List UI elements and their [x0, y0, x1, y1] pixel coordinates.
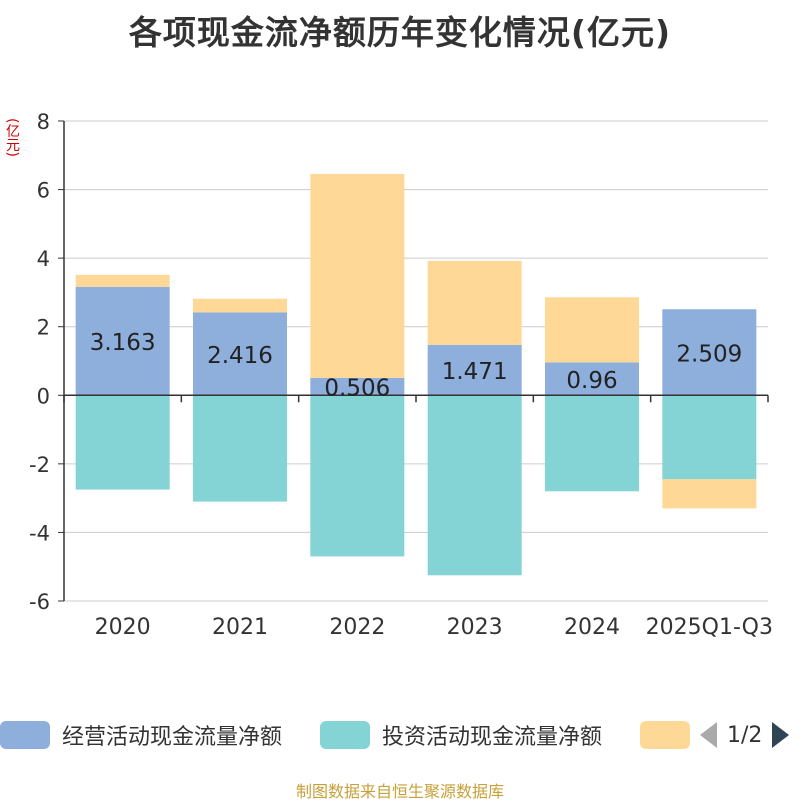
legend-prev-page-icon[interactable]: [700, 722, 717, 748]
legend-swatch-investing: [320, 721, 370, 749]
data-source-note: 制图数据来自恒生聚源数据库: [295, 782, 504, 801]
bar-investing-2020: [75, 395, 170, 490]
legend-page-indicator: 1/2: [727, 722, 763, 748]
x-tick-label: 2021: [212, 615, 268, 640]
data-label: 0.96: [566, 368, 617, 394]
bar-operating-2022: [310, 377, 405, 396]
legend-next-page-icon[interactable]: [772, 722, 790, 748]
x-tick-label: 2022: [329, 615, 385, 640]
data-label: 2.416: [207, 343, 273, 369]
x-tick-label: 2025Q1-Q3: [646, 615, 773, 640]
bar-operating-2021: [193, 312, 287, 396]
y-tick-label: 4: [37, 247, 50, 271]
bar-financing-2022: [310, 173, 405, 378]
y-axis-unit-label: (亿元): [4, 118, 20, 157]
bar-investing-2021: [193, 395, 287, 502]
bar-operating-2023: [427, 344, 522, 396]
y-tick-label: -4: [29, 521, 50, 545]
legend-swatch-operating: [0, 721, 50, 749]
legend-pager: 1/2: [700, 716, 790, 754]
data-label: 0.506: [324, 376, 390, 402]
bar-investing-2022: [310, 395, 405, 557]
x-tick-label: 2023: [447, 615, 503, 640]
legend-item-financing[interactable]: [640, 716, 702, 754]
bar-investing-2024: [545, 395, 639, 492]
legend-swatch-financing: [640, 721, 690, 749]
legend-label-investing: 投资活动现金流量净额: [382, 725, 603, 750]
legend-label-operating: 经营活动现金流量净额: [62, 725, 283, 750]
y-tick-label: 6: [37, 179, 50, 203]
legend-item-operating[interactable]: 经营活动现金流量净额: [0, 716, 282, 754]
data-label: 2.509: [676, 341, 742, 367]
x-tick-label: 2024: [564, 615, 620, 640]
x-tick-label: 2020: [95, 615, 151, 640]
chart-title: 各项现金流净额历年变化情况(亿元): [128, 13, 672, 52]
y-tick-label: -2: [29, 453, 50, 477]
data-label: 1.471: [442, 359, 508, 385]
y-tick-label: -6: [29, 590, 50, 614]
bar-investing-2023: [427, 395, 522, 576]
bar-financing-2025Q1-Q3: [662, 479, 757, 509]
y-tick-label: 2: [37, 316, 50, 340]
bar-financing-2021: [193, 298, 287, 313]
y-tick-label: 8: [37, 110, 50, 134]
bar-operating-2025Q1-Q3: [662, 309, 757, 396]
y-tick-label: 0: [37, 384, 50, 408]
bar-financing-2024: [545, 297, 639, 363]
bar-operating-2020: [75, 286, 170, 396]
bar-chart: -6 -4 -2 0 2 4 6 8 2020 2021 2022 2023 2024 2025Q1-Q3…: [29, 110, 773, 640]
bar-investing-2025Q1-Q3: [662, 395, 757, 480]
data-label: 3.163: [90, 330, 156, 356]
legend-item-investing[interactable]: 投资活动现金流量净额: [320, 716, 602, 754]
bar-operating-2024: [545, 362, 639, 396]
bar-financing-2023: [427, 260, 522, 345]
bar-financing-2020: [75, 274, 170, 287]
